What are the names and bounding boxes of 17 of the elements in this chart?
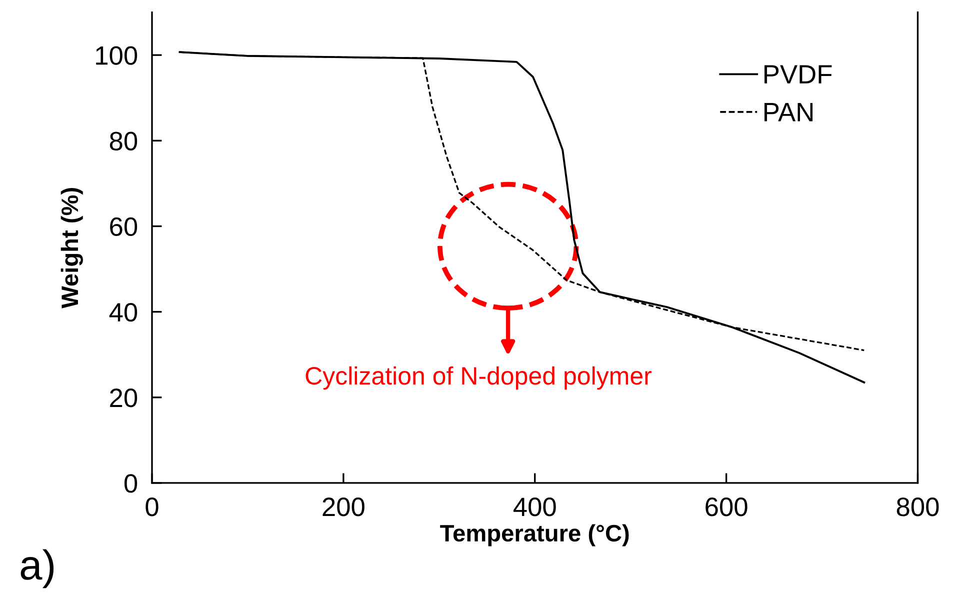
x-tick-label: 800	[896, 498, 939, 516]
text: a)	[20, 549, 54, 588]
annotation: Cyclization of N-doped polymer	[306, 366, 652, 390]
x-axis-title: Temperature (°C)	[440, 524, 629, 546]
y-tick-label: 20	[110, 388, 138, 408]
y-axis-title: Weight (%)	[60, 188, 83, 308]
x-tick-label: 0	[146, 498, 158, 516]
y-tick-label: 80	[110, 132, 138, 150]
x-tick-label: 600	[706, 498, 748, 516]
x-tick-label: 200	[322, 498, 364, 516]
y-tick-label: 60	[110, 217, 138, 236]
x-tick-label: 400	[513, 498, 556, 516]
legend-label: PVDF	[764, 65, 832, 84]
y-tick-label: 0	[124, 474, 138, 493]
y-tick-label: 100	[96, 46, 138, 65]
y-tick-label: 40	[109, 302, 138, 322]
legend-label: PAN	[764, 103, 813, 122]
